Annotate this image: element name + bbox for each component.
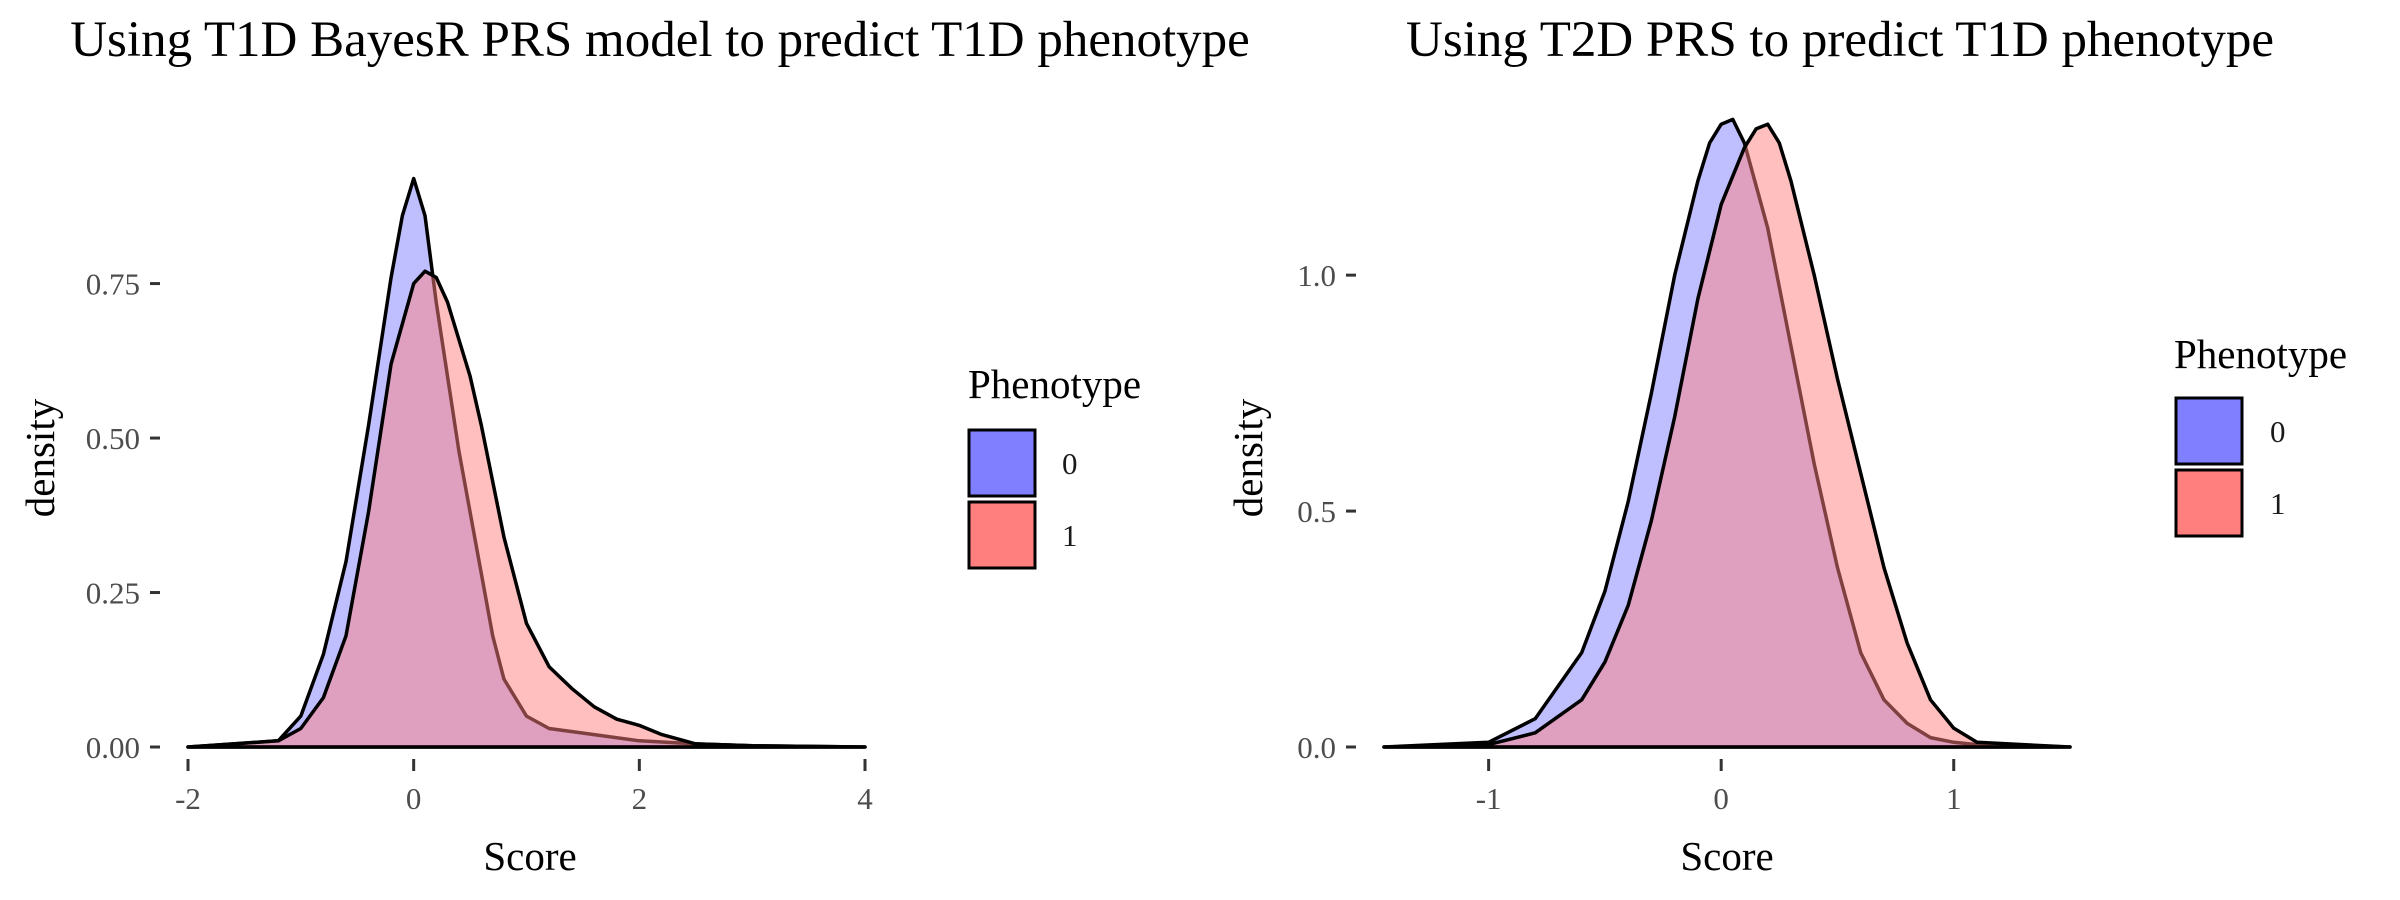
y-tick-label: 0.5 — [1297, 494, 1336, 529]
x-tick-label: 2 — [632, 781, 648, 816]
legend-label-0: 0 — [1062, 446, 1078, 481]
x-tick-label: 0 — [1713, 781, 1729, 816]
x-axis-title: Score — [483, 833, 576, 879]
y-tick-label: 0.0 — [1297, 730, 1336, 765]
chart-title: Using T1D BayesR PRS model to predict T1… — [70, 12, 1250, 68]
x-tick-label: 0 — [406, 781, 422, 816]
legend-label-1: 1 — [1062, 518, 1078, 553]
x-tick-label: -2 — [175, 781, 201, 816]
y-axis-title: density — [17, 398, 63, 517]
chart-title: Using T2D PRS to predict T1D phenotype — [1406, 12, 2274, 68]
y-tick-label: 0.75 — [86, 267, 140, 302]
legend-title: Phenotype — [2174, 331, 2347, 377]
y-tick-label: 1.0 — [1297, 258, 1336, 293]
y-tick-label: 0.25 — [86, 576, 140, 611]
panel-t2d-prs: Using T2D PRS to predict T1D phenotype -… — [1225, 12, 2347, 879]
legend-label-1: 1 — [2270, 486, 2286, 521]
legend-key-1 — [967, 500, 1037, 570]
axes: -2 0 2 4 0.00 0.25 0.50 0.75 — [86, 267, 874, 816]
plot-area — [186, 176, 867, 749]
legend: Phenotype 0 1 — [967, 361, 1141, 570]
y-tick-label: 0.50 — [86, 421, 140, 456]
legend-title: Phenotype — [968, 361, 1141, 407]
y-tick-label: 0.00 — [86, 730, 140, 765]
plot-area — [1382, 117, 2072, 749]
axes: -1 0 1 0.0 0.5 1.0 — [1297, 258, 1961, 816]
x-tick-label: 4 — [857, 781, 873, 816]
legend-label-0: 0 — [2270, 414, 2286, 449]
legend-key-0 — [2174, 396, 2244, 466]
density-area-phenotype-1 — [186, 269, 867, 749]
panel-t1d-bayesr: Using T1D BayesR PRS model to predict T1… — [17, 12, 1250, 879]
y-axis-title: density — [1225, 398, 1271, 517]
x-tick-label: 1 — [1946, 781, 1962, 816]
legend-key-1 — [2174, 468, 2244, 538]
x-axis-title: Score — [1680, 833, 1773, 879]
legend: Phenotype 0 1 — [2174, 331, 2347, 538]
density-area-phenotype-1 — [1382, 122, 2072, 749]
x-tick-label: -1 — [1476, 781, 1502, 816]
legend-key-0 — [967, 428, 1037, 498]
